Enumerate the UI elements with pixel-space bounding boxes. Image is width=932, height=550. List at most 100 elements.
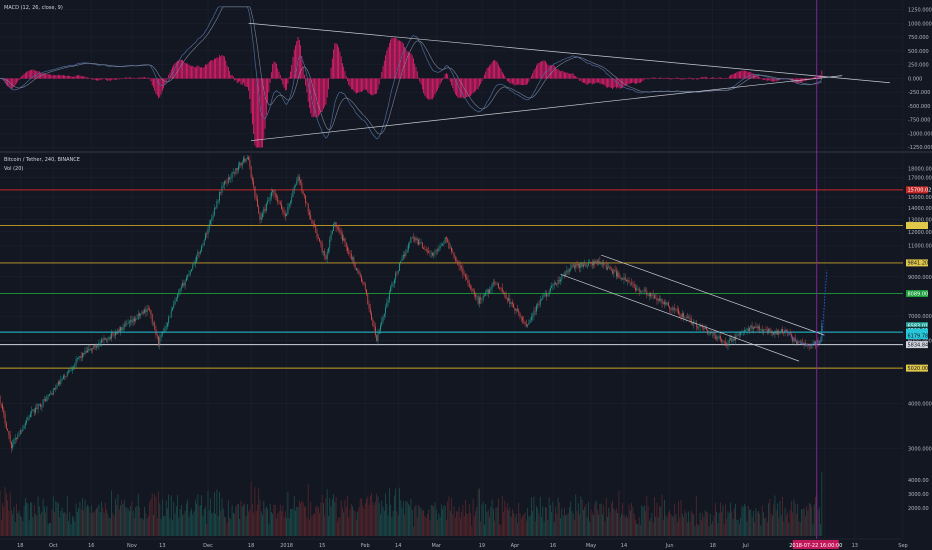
volume-bar — [688, 511, 690, 536]
volume-bar — [243, 504, 244, 536]
volume-bar — [414, 506, 416, 536]
volume-bar — [541, 517, 542, 536]
volume-bar — [709, 513, 711, 536]
volume-tick-label: 2000.00 — [908, 506, 929, 512]
candle-body — [804, 342, 806, 345]
candle-body — [479, 297, 480, 304]
volume-bar — [514, 517, 516, 536]
macd-trendline[interactable] — [251, 75, 843, 141]
macd-histogram-bar — [595, 78, 597, 83]
volume-bar — [7, 500, 8, 536]
volume-bar — [563, 507, 565, 536]
macd-histogram-bar — [264, 78, 266, 129]
macd-histogram-bar — [510, 78, 512, 84]
candle-body — [726, 343, 728, 346]
volume-bar — [244, 503, 246, 536]
candle-body — [271, 192, 272, 198]
macd-histogram-bar — [241, 78, 243, 85]
candle-body — [593, 261, 594, 266]
price-tick-label: 14000.000 — [908, 206, 932, 212]
macd-histogram-bar — [713, 77, 715, 79]
volume-bar — [151, 492, 153, 536]
volume-bar — [783, 521, 785, 536]
macd-histogram-bar — [252, 78, 253, 125]
candle-body — [577, 263, 579, 266]
macd-histogram-bar — [626, 78, 627, 86]
candle-body — [495, 282, 497, 284]
volume-bar — [211, 512, 213, 536]
candle-body — [411, 237, 413, 238]
macd-histogram-bar — [532, 73, 534, 79]
macd-histogram-bar — [329, 78, 331, 79]
time-axis[interactable]: 18 Oct 16 Nov 13 Dec 18 2018 15 Feb 14 Mar 19 Apr 16 Ma… — [0, 538, 932, 550]
volume-bar — [594, 502, 596, 536]
macd-histogram-bar — [334, 43, 336, 79]
macd-histogram-bar — [373, 78, 375, 95]
candle-body — [173, 304, 175, 308]
volume-bar — [153, 515, 154, 536]
macd-histogram-bar — [745, 70, 747, 79]
candle-body — [749, 327, 750, 331]
volume-bar — [396, 511, 398, 536]
volume-bar — [391, 517, 393, 536]
candle-body — [115, 332, 116, 336]
channel-trendline[interactable] — [601, 254, 825, 336]
candle-body — [739, 334, 740, 336]
candle-body — [489, 289, 490, 294]
candle-body — [125, 324, 126, 326]
macd-histogram-bar — [150, 78, 152, 82]
volume-bars — [0, 472, 823, 536]
horizontal-levels[interactable] — [0, 189, 903, 369]
level-tag-text: 5834.84 — [908, 342, 929, 348]
macd-histogram-bar — [76, 75, 78, 79]
macd-histogram-bar — [457, 78, 459, 98]
macd-histogram-bar — [156, 78, 158, 96]
volume-bar — [782, 496, 783, 536]
macd-histogram-bar — [35, 70, 36, 79]
candle-body — [46, 396, 48, 402]
macd-histogram-bar — [500, 68, 502, 79]
symbol-title[interactable]: Bitcoin / Tether, 240, BINANCE — [4, 157, 80, 163]
macd-histogram-bar — [174, 63, 176, 79]
macd-histogram-bar — [117, 78, 119, 80]
macd-histogram-bar — [30, 70, 31, 79]
macd-histogram-bar — [18, 78, 20, 80]
volume-bar — [666, 517, 668, 536]
macd-histogram-bar — [64, 75, 66, 79]
volume-legend[interactable]: Vol (20) — [4, 166, 23, 172]
volume-bar — [257, 504, 258, 536]
candle-body — [386, 302, 388, 308]
macd-pane[interactable]: 1250.0001000.000750.000500.000250.0000.0… — [0, 0, 932, 151]
volume-bar — [126, 507, 128, 536]
macd-price-axis[interactable]: 1250.0001000.000750.000500.000250.0000.0… — [908, 8, 932, 152]
candle-body — [37, 404, 39, 409]
level-tag — [906, 328, 928, 336]
candle-body — [316, 232, 318, 238]
macd-histogram-bar — [406, 51, 408, 79]
volume-bar — [57, 503, 59, 536]
volume-bar — [439, 516, 441, 536]
macd-histogram-bar — [419, 78, 421, 82]
level-tag — [906, 341, 928, 349]
macd-trendline[interactable] — [248, 22, 891, 84]
candle-body — [211, 217, 213, 221]
descending-channel[interactable] — [560, 254, 825, 362]
volume-bar — [604, 521, 606, 536]
volume-bar — [633, 513, 635, 536]
candle-body — [9, 435, 11, 442]
volume-bar — [670, 514, 672, 536]
volume-bar — [687, 522, 688, 536]
candle-body — [345, 242, 347, 247]
volume-bar — [452, 513, 454, 536]
macd-histogram-bar — [699, 77, 701, 79]
volume-bar — [56, 502, 58, 536]
channel-trendline[interactable] — [560, 273, 800, 362]
volume-bar — [470, 512, 471, 536]
volume-bar — [354, 511, 356, 536]
candle-body — [307, 203, 309, 213]
macd-legend[interactable]: MACD (12, 26, close, 9) — [4, 5, 63, 11]
macd-triangle-trendlines[interactable] — [248, 22, 891, 141]
macd-histogram-bar — [245, 78, 247, 87]
